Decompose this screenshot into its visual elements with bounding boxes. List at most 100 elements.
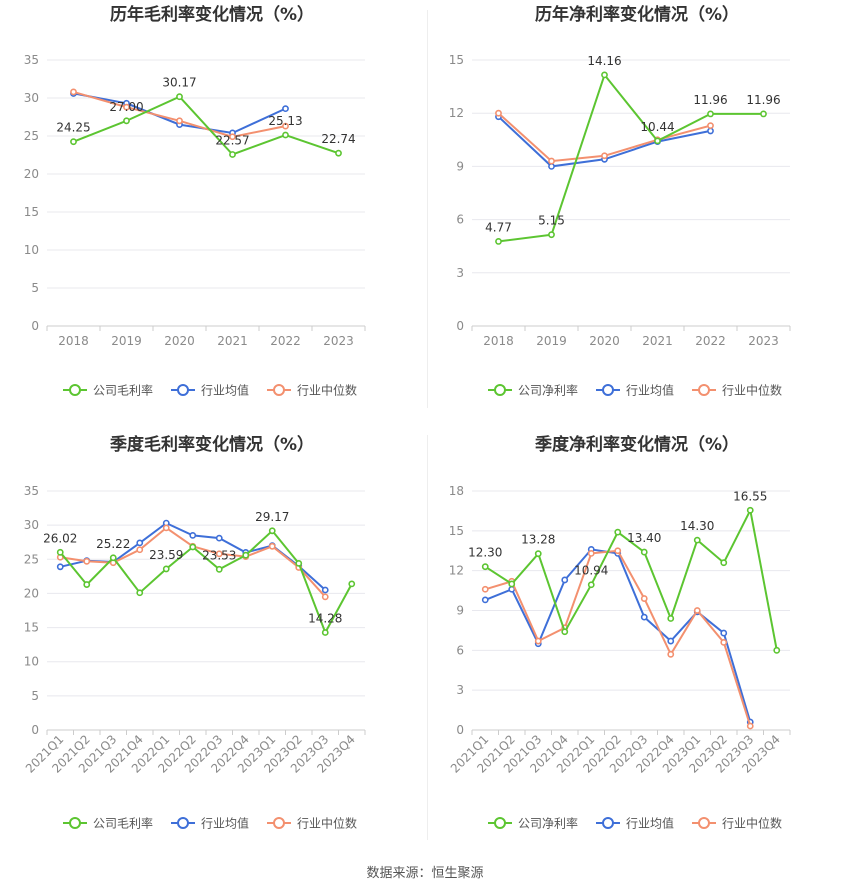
data-point <box>56 563 64 571</box>
data-point <box>693 536 701 544</box>
data-point <box>162 524 170 532</box>
data-label: 29.17 <box>255 510 289 524</box>
y-tick-label: 15 <box>449 53 464 67</box>
legend-item-0[interactable]: 公司毛利率 <box>63 383 153 398</box>
legend-marker <box>69 817 81 829</box>
data-point <box>229 133 236 141</box>
data-label: 13.40 <box>627 531 661 545</box>
legend-marker <box>494 817 506 829</box>
y-tick-label: 20 <box>24 586 39 600</box>
y-tick-label: 20 <box>24 167 39 181</box>
x-tick-label: 2022 <box>270 334 301 348</box>
chart-annual-net-margin: 历年净利率变化情况（%） 0 3 6 9 12 15 2018 2019 2020 2021 2022… <box>425 0 850 430</box>
data-point <box>548 231 555 239</box>
data-point <box>693 607 701 614</box>
data-point <box>534 550 542 558</box>
chart-quarterly-net-margin: 季度净利率变化情况（%） 0 3 6 9 12 15 18 2021Q1 2021Q2 2021Q3… <box>425 430 850 860</box>
legend-item-2[interactable]: 行业中位数 <box>267 383 357 398</box>
quarterly-net-svg: 季度净利率变化情况（%）03691215182021Q12021Q22021Q3… <box>448 434 791 831</box>
legend-label: 行业中位数 <box>722 816 782 831</box>
y-tick-label: 10 <box>24 243 39 257</box>
data-point <box>495 109 502 117</box>
data-point <box>601 71 608 79</box>
legend-marker <box>602 384 614 396</box>
series-line-0 <box>484 507 778 651</box>
data-point <box>561 628 569 636</box>
data-point <box>136 539 144 547</box>
data-point <box>215 550 223 558</box>
annual-gross-svg: 历年毛利率变化情况（%） 0 5 10 15 20 25 30 35 2018 2019 2020 20… <box>24 4 366 398</box>
y-tick-label: 12 <box>449 564 464 578</box>
series-line-0 <box>59 529 353 635</box>
chart-quarterly-gross-margin: 季度毛利率变化情况（%） 0 5 10 15 20 25 30 35 2021Q1 2021Q2 20… <box>0 430 425 860</box>
legend-item-2[interactable]: 行业中位数 <box>692 816 782 831</box>
y-tick-label: 6 <box>456 213 464 227</box>
data-point <box>640 548 648 556</box>
data-point <box>176 117 183 125</box>
data-point <box>614 547 622 555</box>
y-tick-label: 5 <box>31 689 39 703</box>
data-source: 数据来源：恒生聚源 <box>366 866 484 881</box>
legend-item-2[interactable]: 行业中位数 <box>692 383 782 398</box>
data-label: 25.13 <box>268 114 302 128</box>
y-tick-label: 15 <box>24 621 39 635</box>
data-point <box>495 238 502 245</box>
data-point <box>162 565 170 573</box>
y-tick-label: 0 <box>456 723 464 737</box>
y-tick-label: 15 <box>24 205 39 219</box>
y-tick-label: 6 <box>456 643 464 657</box>
data-point <box>640 595 648 602</box>
legend-label: 公司净利率 <box>518 816 578 831</box>
data-point <box>640 613 648 621</box>
y-tick-label: 35 <box>24 484 39 498</box>
data-point <box>56 548 64 556</box>
legend-item-2[interactable]: 行业中位数 <box>267 816 357 831</box>
legend-marker <box>602 817 614 829</box>
data-label: 10.44 <box>640 120 674 134</box>
x-tick-label: 2018 <box>58 334 89 348</box>
legend-label: 行业均值 <box>626 816 674 831</box>
data-point <box>654 137 661 145</box>
data-point <box>667 637 675 645</box>
chart-title: 历年毛利率变化情况（%） <box>110 4 314 25</box>
data-label: 11.96 <box>693 93 727 107</box>
data-point <box>760 110 767 118</box>
data-point <box>229 151 236 158</box>
y-tick-label: 12 <box>449 106 464 120</box>
legend-item-1[interactable]: 行业均值 <box>596 816 674 831</box>
y-tick-label: 25 <box>24 129 39 143</box>
legend-item-0[interactable]: 公司净利率 <box>488 383 578 398</box>
series-line-2 <box>485 549 752 727</box>
legend-marker <box>177 384 189 396</box>
x-tick-label: 2020 <box>589 334 620 348</box>
legend-item-1[interactable]: 行业均值 <box>171 816 249 831</box>
data-point <box>548 162 555 170</box>
x-tick-label: 2022 <box>695 334 726 348</box>
y-tick-label: 5 <box>31 281 39 295</box>
data-label: 5.15 <box>538 214 565 228</box>
data-label: 14.30 <box>680 519 714 533</box>
data-point <box>136 546 144 554</box>
data-point <box>176 93 183 101</box>
legend-label: 行业中位数 <box>297 816 357 831</box>
legend-item-1[interactable]: 行业均值 <box>171 383 249 398</box>
data-point <box>282 105 289 113</box>
legend-item-0[interactable]: 公司毛利率 <box>63 816 153 831</box>
data-point <box>587 550 595 557</box>
legend-item-1[interactable]: 行业均值 <box>596 383 674 398</box>
data-label: 13.28 <box>521 533 555 547</box>
legend-label: 公司毛利率 <box>93 816 153 831</box>
data-point <box>321 593 329 601</box>
data-label: 12.30 <box>468 546 502 560</box>
legend-label: 行业中位数 <box>297 383 357 398</box>
y-tick-label: 15 <box>449 524 464 538</box>
x-tick-label: 2023 <box>748 334 779 348</box>
y-tick-label: 3 <box>456 266 464 280</box>
legend-label: 行业均值 <box>626 383 674 398</box>
y-tick-label: 9 <box>456 604 464 618</box>
data-label: 16.55 <box>733 489 767 503</box>
data-label: 14.28 <box>308 611 342 625</box>
legend-item-0[interactable]: 公司净利率 <box>488 816 578 831</box>
data-point <box>746 506 754 514</box>
y-tick-label: 30 <box>24 518 39 532</box>
